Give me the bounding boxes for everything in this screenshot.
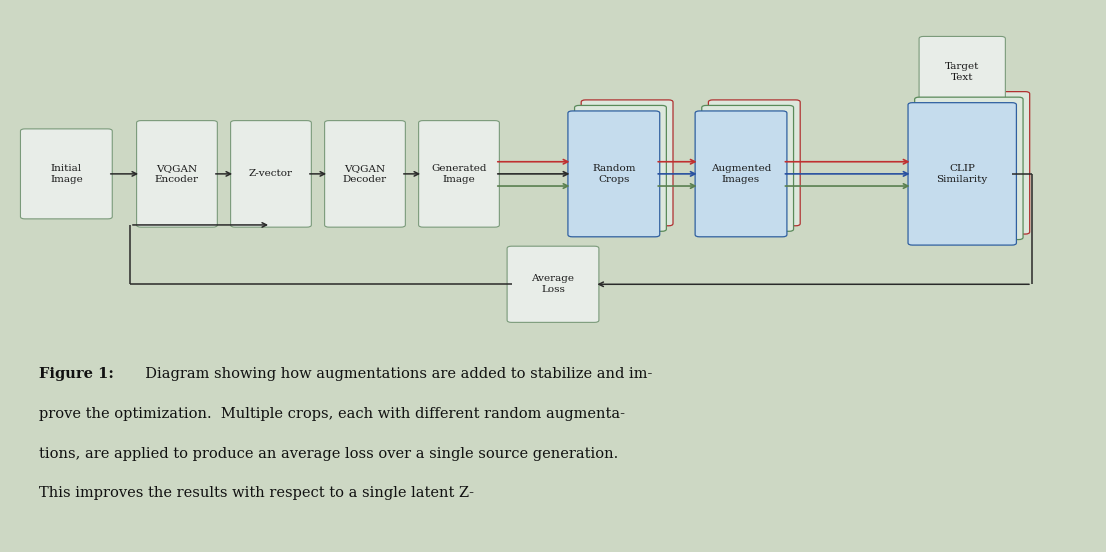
FancyBboxPatch shape: [908, 103, 1016, 245]
FancyBboxPatch shape: [418, 120, 499, 227]
FancyBboxPatch shape: [582, 100, 672, 226]
Text: Average
Loss: Average Loss: [532, 274, 574, 294]
Text: This improves the results with respect to a single latent Z-: This improves the results with respect t…: [39, 486, 473, 500]
FancyBboxPatch shape: [325, 120, 405, 227]
FancyBboxPatch shape: [921, 92, 1030, 234]
FancyBboxPatch shape: [568, 111, 659, 237]
FancyBboxPatch shape: [696, 111, 786, 237]
Text: Generated
Image: Generated Image: [431, 164, 487, 184]
FancyBboxPatch shape: [575, 105, 666, 231]
Text: VQGAN
Encoder: VQGAN Encoder: [155, 164, 199, 184]
FancyBboxPatch shape: [702, 105, 794, 231]
Text: Initial
Image: Initial Image: [50, 164, 83, 184]
Text: Augmented
Images: Augmented Images: [711, 164, 771, 184]
Text: CLIP
Similarity: CLIP Similarity: [937, 164, 988, 184]
Text: VQGAN
Decoder: VQGAN Decoder: [343, 164, 387, 184]
Text: Diagram showing how augmentations are added to stabilize and im-: Diagram showing how augmentations are ad…: [136, 367, 653, 381]
Text: prove the optimization.  Multiple crops, each with different random augmenta-: prove the optimization. Multiple crops, …: [39, 407, 625, 421]
FancyBboxPatch shape: [137, 120, 217, 227]
Text: Target
Text: Target Text: [945, 62, 980, 82]
Text: Random
Crops: Random Crops: [592, 164, 636, 184]
FancyBboxPatch shape: [20, 129, 112, 219]
Text: Z-vector: Z-vector: [249, 169, 293, 178]
FancyBboxPatch shape: [708, 100, 801, 226]
FancyBboxPatch shape: [919, 36, 1005, 107]
FancyBboxPatch shape: [915, 97, 1023, 240]
Text: tions, are applied to produce an average loss over a single source generation.: tions, are applied to produce an average…: [39, 447, 618, 460]
FancyBboxPatch shape: [230, 120, 311, 227]
Text: Figure 1:: Figure 1:: [39, 367, 114, 381]
FancyBboxPatch shape: [507, 246, 599, 322]
